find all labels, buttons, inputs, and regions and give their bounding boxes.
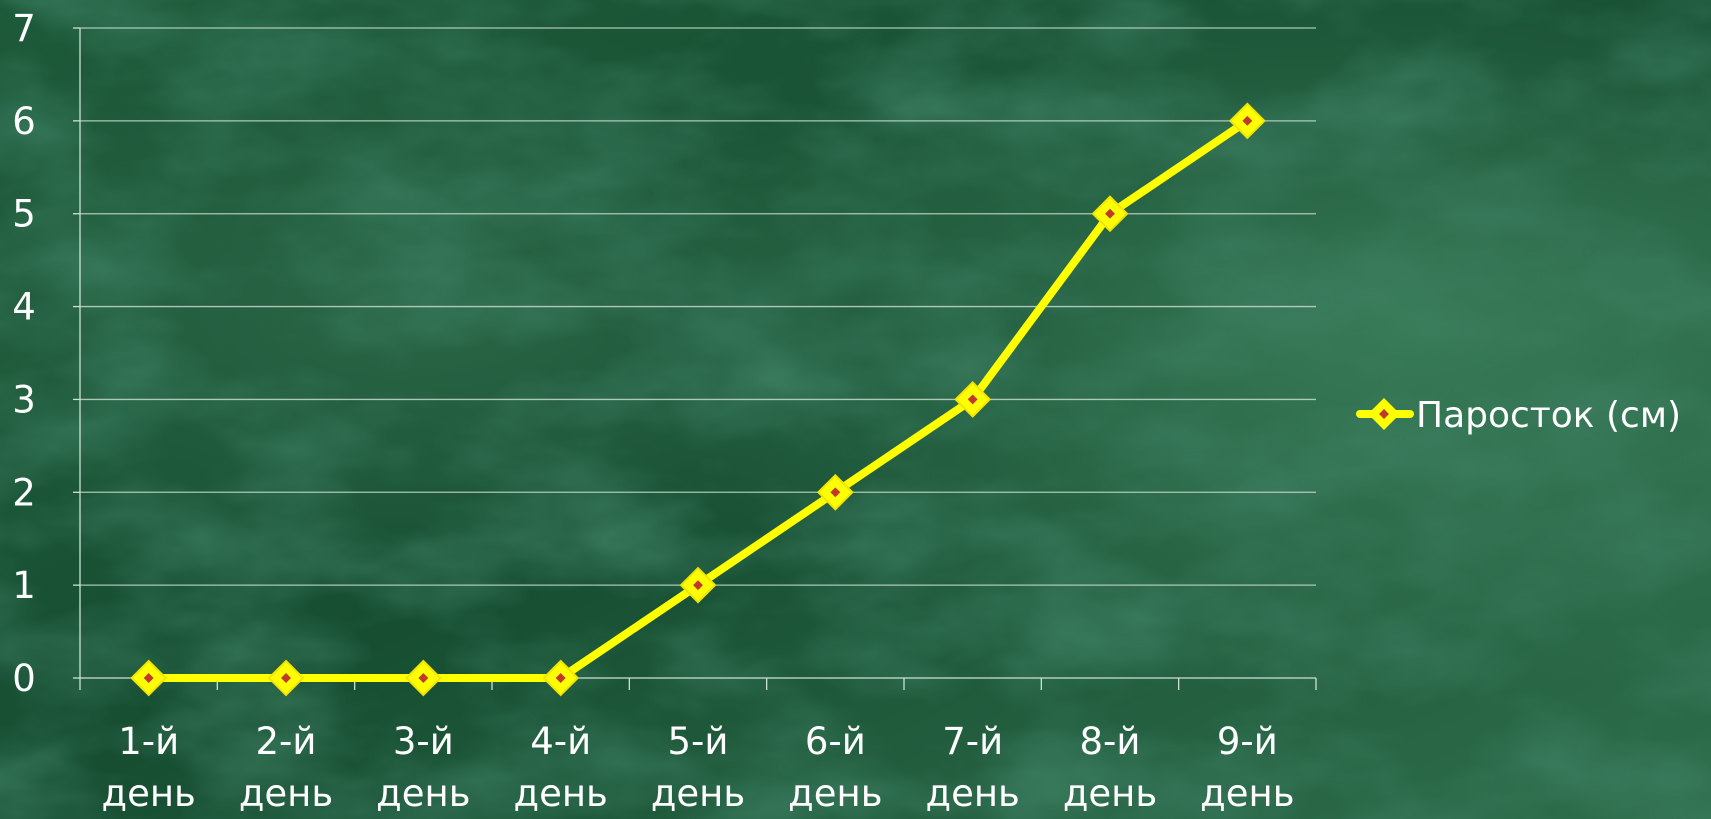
data-point-center [967, 394, 978, 405]
x-tick-label: 4-й [530, 720, 591, 763]
data-point-center [1105, 208, 1115, 219]
data-point-center [1242, 115, 1253, 126]
data-point-marker [404, 659, 442, 697]
y-tick-label: 6 [12, 100, 36, 143]
legend: Паросток (см) [1356, 395, 1681, 436]
series-markers [130, 102, 1266, 697]
x-tick-label: день [513, 772, 607, 815]
y-tick-label: 0 [12, 657, 36, 700]
data-point-center [555, 673, 566, 683]
x-tick-label: 6-й [805, 720, 866, 763]
x-tick-labels: 1-й день 2-й день 3-й день 4-й день 5-й день 6-й де… [101, 720, 1294, 815]
x-tick-label: день [101, 772, 195, 815]
y-tick-label: 7 [12, 7, 36, 50]
data-point-marker [679, 566, 717, 604]
x-tick-label: день [239, 772, 333, 815]
data-point-marker [267, 659, 305, 697]
x-tick-label: 2-й [256, 720, 317, 763]
y-tick-label: 5 [12, 193, 36, 236]
x-tick-label: 7-й [942, 720, 1003, 763]
y-tick-labels: 0 1 2 3 4 5 6 7 [12, 7, 36, 700]
x-tick-label: день [1063, 772, 1157, 815]
data-point-marker [130, 659, 168, 697]
data-point-center [281, 673, 291, 683]
x-tick-label: 9-й [1217, 720, 1278, 763]
x-tick-label: 8-й [1080, 720, 1141, 763]
data-point-center [143, 673, 154, 683]
y-tick-label: 4 [12, 286, 36, 329]
x-tick-label: день [651, 772, 745, 815]
x-tick-label: день [925, 772, 1019, 815]
data-point-center [693, 580, 703, 591]
x-tick-label: 1-й [118, 720, 179, 763]
legend-marker-center [1379, 409, 1389, 419]
data-point-center [830, 487, 841, 498]
x-tick-label: 5-й [668, 720, 729, 763]
data-point-marker [1091, 195, 1129, 233]
y-tick-label: 2 [12, 471, 36, 514]
data-point-center [418, 673, 429, 683]
data-point-marker [1228, 102, 1266, 140]
gridlines [80, 27, 1316, 586]
y-tick-label: 3 [12, 378, 36, 421]
legend-label: Паросток (см) [1416, 395, 1681, 436]
x-tick-label: день [788, 772, 882, 815]
data-point-marker [954, 381, 992, 418]
y-tick-label: 1 [12, 564, 36, 607]
x-tick-label: день [376, 772, 470, 815]
data-point-marker [816, 473, 854, 511]
x-tick-label: день [1200, 772, 1294, 815]
data-point-marker [542, 659, 580, 697]
x-tick-label: 3-й [393, 720, 454, 763]
